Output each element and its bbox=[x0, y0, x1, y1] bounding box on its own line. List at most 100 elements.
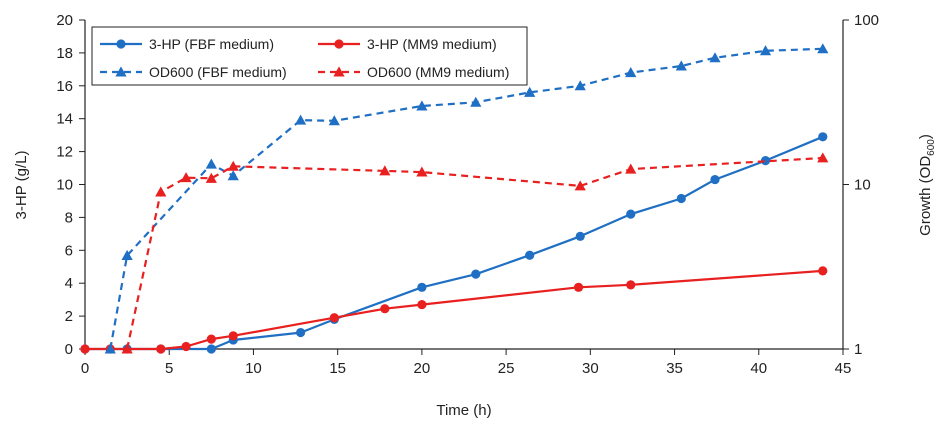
y-left-tick-label: 18 bbox=[56, 45, 73, 62]
x-tick-label: 35 bbox=[666, 360, 683, 377]
legend-items: 3-HP (FBF medium) 3-HP (MM9 medium) OD600 … bbox=[100, 36, 509, 80]
data-point-triangle bbox=[416, 166, 428, 177]
legend-label: OD600 (MM9 medium) bbox=[367, 64, 509, 80]
legend-item: OD600 (MM9 medium) bbox=[318, 64, 509, 80]
legend-box bbox=[91, 26, 528, 86]
y-left-tick-label: 8 bbox=[65, 209, 73, 226]
data-point bbox=[206, 344, 216, 354]
data-point-triangle bbox=[121, 343, 133, 354]
series-4 bbox=[121, 152, 829, 354]
legend-label: 3-HP (MM9 medium) bbox=[367, 36, 497, 52]
data-point bbox=[156, 344, 166, 354]
x-tick-label: 40 bbox=[750, 360, 767, 377]
data-point-triangle bbox=[416, 100, 428, 111]
data-point bbox=[417, 299, 427, 310]
data-point bbox=[417, 282, 427, 292]
y-left-tick-label: 16 bbox=[56, 78, 73, 95]
y-right-tick-label: 10 bbox=[854, 177, 871, 194]
y-left-tick-label: 14 bbox=[56, 111, 73, 128]
data-point bbox=[710, 174, 720, 185]
y-left-tick-label: 2 bbox=[65, 308, 73, 325]
y-left-tick-label: 12 bbox=[56, 144, 73, 161]
data-point-triangle bbox=[574, 180, 586, 191]
y-left-axis-title: 3-HP (g/L) bbox=[13, 151, 30, 220]
y-left-tick-label: 4 bbox=[65, 275, 73, 292]
legend-label: OD600 (FBF medium) bbox=[149, 64, 287, 80]
series-line bbox=[85, 269, 823, 351]
data-point-triangle bbox=[675, 60, 687, 71]
data-point-triangle bbox=[180, 172, 192, 183]
x-tick-label: 0 bbox=[81, 360, 89, 377]
data-point-triangle bbox=[155, 186, 167, 197]
legend-label: 3-HP (FBF medium) bbox=[149, 36, 274, 52]
y-right-axis-title: Growth (OD600) bbox=[917, 134, 937, 236]
y-left-tick-label: 6 bbox=[65, 242, 73, 259]
data-point bbox=[296, 327, 306, 338]
data-point bbox=[626, 280, 636, 290]
data-point bbox=[525, 250, 535, 260]
x-tick-label: 10 bbox=[245, 360, 262, 377]
data-point bbox=[181, 341, 191, 352]
data-point-triangle bbox=[205, 158, 217, 169]
series-layer bbox=[80, 43, 829, 354]
data-point bbox=[573, 282, 584, 292]
data-point-triangle bbox=[205, 172, 217, 183]
y-right-axis-title-sub: 600 bbox=[926, 139, 937, 156]
y-left-ticks: 0 2 4 6 8 10 12 14 16 18 20 bbox=[56, 12, 85, 358]
data-point-triangle bbox=[817, 43, 829, 54]
x-tick-label: 20 bbox=[414, 360, 431, 377]
x-tick-label: 45 bbox=[835, 360, 852, 377]
data-point-triangle bbox=[625, 66, 637, 78]
data-point bbox=[676, 193, 686, 204]
data-point bbox=[818, 266, 828, 276]
data-point-triangle bbox=[574, 80, 586, 91]
x-tick-label: 25 bbox=[498, 360, 515, 377]
y-right-tick-label: 1 bbox=[854, 341, 862, 358]
data-point bbox=[380, 304, 390, 314]
legend-marker bbox=[116, 39, 126, 49]
y-right-tick-label: 100 bbox=[854, 12, 879, 29]
y-right-axis-title-suffix: ) bbox=[917, 134, 934, 139]
data-point-triangle bbox=[104, 343, 116, 354]
y-left-tick-label: 20 bbox=[56, 12, 73, 29]
data-point-triangle bbox=[470, 96, 482, 107]
legend-marker bbox=[115, 66, 127, 77]
series-1 bbox=[80, 132, 828, 354]
data-point bbox=[329, 313, 339, 323]
x-tick-label: 30 bbox=[582, 360, 599, 377]
data-point-triangle bbox=[625, 163, 637, 174]
data-point-triangle bbox=[379, 165, 391, 176]
legend-item: 3-HP (MM9 medium) bbox=[318, 36, 497, 52]
data-point bbox=[206, 334, 216, 344]
data-point-triangle bbox=[709, 52, 721, 63]
data-point-triangle bbox=[227, 160, 239, 171]
series-line bbox=[126, 156, 823, 350]
data-point bbox=[760, 156, 771, 166]
data-point bbox=[626, 209, 636, 219]
data-point-triangle bbox=[227, 170, 239, 181]
data-point-triangle bbox=[524, 86, 536, 97]
x-tick-label: 15 bbox=[329, 360, 346, 377]
legend: 3-HP (FBF medium) 3-HP (MM9 medium) OD600 … bbox=[91, 26, 528, 86]
y-left-tick-label: 10 bbox=[56, 177, 73, 194]
data-point-triangle bbox=[817, 152, 829, 163]
data-point-triangle bbox=[328, 115, 340, 126]
legend-item: OD600 (FBF medium) bbox=[100, 64, 287, 80]
legend-marker bbox=[334, 39, 344, 49]
data-point bbox=[818, 132, 828, 142]
y-left-tick-label: 0 bbox=[65, 341, 73, 358]
series-3 bbox=[104, 43, 829, 354]
x-tick-label: 5 bbox=[165, 360, 173, 377]
data-point bbox=[575, 231, 585, 241]
data-point-triangle bbox=[759, 45, 772, 56]
data-point bbox=[471, 269, 481, 279]
series-line bbox=[85, 135, 824, 351]
y-right-axis-title-main: Growth (OD bbox=[917, 156, 934, 236]
x-ticks: 0 5 10 15 20 25 30 35 40 45 bbox=[81, 349, 852, 377]
data-point-triangle bbox=[295, 114, 307, 125]
legend-marker bbox=[333, 66, 345, 77]
data-point bbox=[228, 331, 238, 341]
series-line bbox=[109, 47, 823, 350]
y-right-ticks: 1 10 100 bbox=[843, 12, 879, 358]
